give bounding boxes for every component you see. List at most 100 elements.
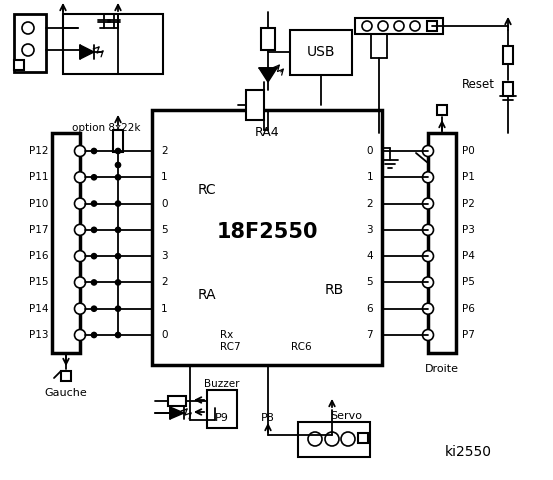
Text: P2: P2 <box>462 199 475 209</box>
Text: ki2550: ki2550 <box>445 445 492 459</box>
Text: P15: P15 <box>29 277 48 288</box>
Circle shape <box>91 306 97 311</box>
Text: RC7: RC7 <box>220 342 241 352</box>
Text: 7: 7 <box>367 330 373 340</box>
Bar <box>207 390 237 428</box>
Circle shape <box>422 198 434 209</box>
Bar <box>61 371 71 381</box>
Text: Droite: Droite <box>425 364 459 374</box>
Text: P16: P16 <box>29 251 48 261</box>
Text: P10: P10 <box>29 199 48 209</box>
Circle shape <box>325 432 339 446</box>
Circle shape <box>75 329 86 340</box>
Text: P11: P11 <box>29 172 48 182</box>
Bar <box>261 28 275 50</box>
Circle shape <box>116 306 121 311</box>
Text: option 8x22k: option 8x22k <box>72 123 140 133</box>
Text: P8: P8 <box>261 413 275 423</box>
Circle shape <box>75 172 86 183</box>
Text: 2: 2 <box>161 146 168 156</box>
Circle shape <box>422 145 434 156</box>
Text: USB: USB <box>307 45 335 59</box>
Bar <box>358 433 368 443</box>
Circle shape <box>91 253 97 259</box>
Bar <box>246 90 264 120</box>
Circle shape <box>362 21 372 31</box>
Text: P5: P5 <box>462 277 475 288</box>
Text: 5: 5 <box>367 277 373 288</box>
Text: 1: 1 <box>367 172 373 182</box>
Text: Rx: Rx <box>220 330 233 340</box>
Circle shape <box>116 163 121 168</box>
Circle shape <box>116 280 121 285</box>
Bar <box>152 110 382 365</box>
Text: 5: 5 <box>161 225 168 235</box>
Circle shape <box>410 21 420 31</box>
Text: P17: P17 <box>29 225 48 235</box>
Text: 6: 6 <box>367 304 373 314</box>
Text: 0: 0 <box>161 330 168 340</box>
Circle shape <box>341 432 355 446</box>
Text: 18F2550: 18F2550 <box>216 223 318 242</box>
Circle shape <box>422 172 434 183</box>
Text: Buzzer: Buzzer <box>204 379 240 389</box>
Polygon shape <box>170 407 184 419</box>
Text: 3: 3 <box>161 251 168 261</box>
Text: 1: 1 <box>161 172 168 182</box>
Circle shape <box>422 303 434 314</box>
Text: RA4: RA4 <box>255 125 279 139</box>
Text: P1: P1 <box>462 172 475 182</box>
Circle shape <box>91 280 97 285</box>
Circle shape <box>422 224 434 235</box>
Circle shape <box>22 22 34 34</box>
Text: 3: 3 <box>367 225 373 235</box>
Circle shape <box>116 148 121 154</box>
Circle shape <box>116 333 121 337</box>
Text: P12: P12 <box>29 146 48 156</box>
Text: RC: RC <box>197 183 216 197</box>
Bar <box>437 105 447 115</box>
Text: RB: RB <box>325 283 343 297</box>
Text: Servo: Servo <box>330 411 362 421</box>
Circle shape <box>422 329 434 340</box>
Circle shape <box>91 201 97 206</box>
Circle shape <box>75 277 86 288</box>
Bar <box>503 82 513 96</box>
Circle shape <box>75 224 86 235</box>
Circle shape <box>308 432 322 446</box>
Bar <box>428 133 456 353</box>
Circle shape <box>22 44 34 56</box>
Bar <box>503 46 513 64</box>
Bar <box>427 21 437 31</box>
Text: RC6: RC6 <box>291 342 312 352</box>
Circle shape <box>75 145 86 156</box>
Circle shape <box>116 228 121 232</box>
Text: P9: P9 <box>215 413 229 423</box>
Circle shape <box>75 198 86 209</box>
Text: P0: P0 <box>462 146 474 156</box>
Text: Reset: Reset <box>462 77 495 91</box>
Text: P7: P7 <box>462 330 475 340</box>
Circle shape <box>91 228 97 232</box>
Text: P4: P4 <box>462 251 475 261</box>
Bar <box>168 396 186 406</box>
Text: P3: P3 <box>462 225 475 235</box>
Bar <box>52 133 80 353</box>
Circle shape <box>422 251 434 262</box>
Text: P14: P14 <box>29 304 48 314</box>
Circle shape <box>116 253 121 259</box>
Circle shape <box>91 175 97 180</box>
Circle shape <box>75 251 86 262</box>
Bar <box>355 18 443 34</box>
Text: 1: 1 <box>161 304 168 314</box>
Bar <box>298 422 370 457</box>
Circle shape <box>378 21 388 31</box>
Text: Gauche: Gauche <box>45 388 87 398</box>
Circle shape <box>91 333 97 337</box>
Bar <box>290 30 352 75</box>
Text: 0: 0 <box>367 146 373 156</box>
Bar <box>63 14 163 74</box>
Bar <box>14 60 24 70</box>
Text: P6: P6 <box>462 304 475 314</box>
Text: 4: 4 <box>367 251 373 261</box>
